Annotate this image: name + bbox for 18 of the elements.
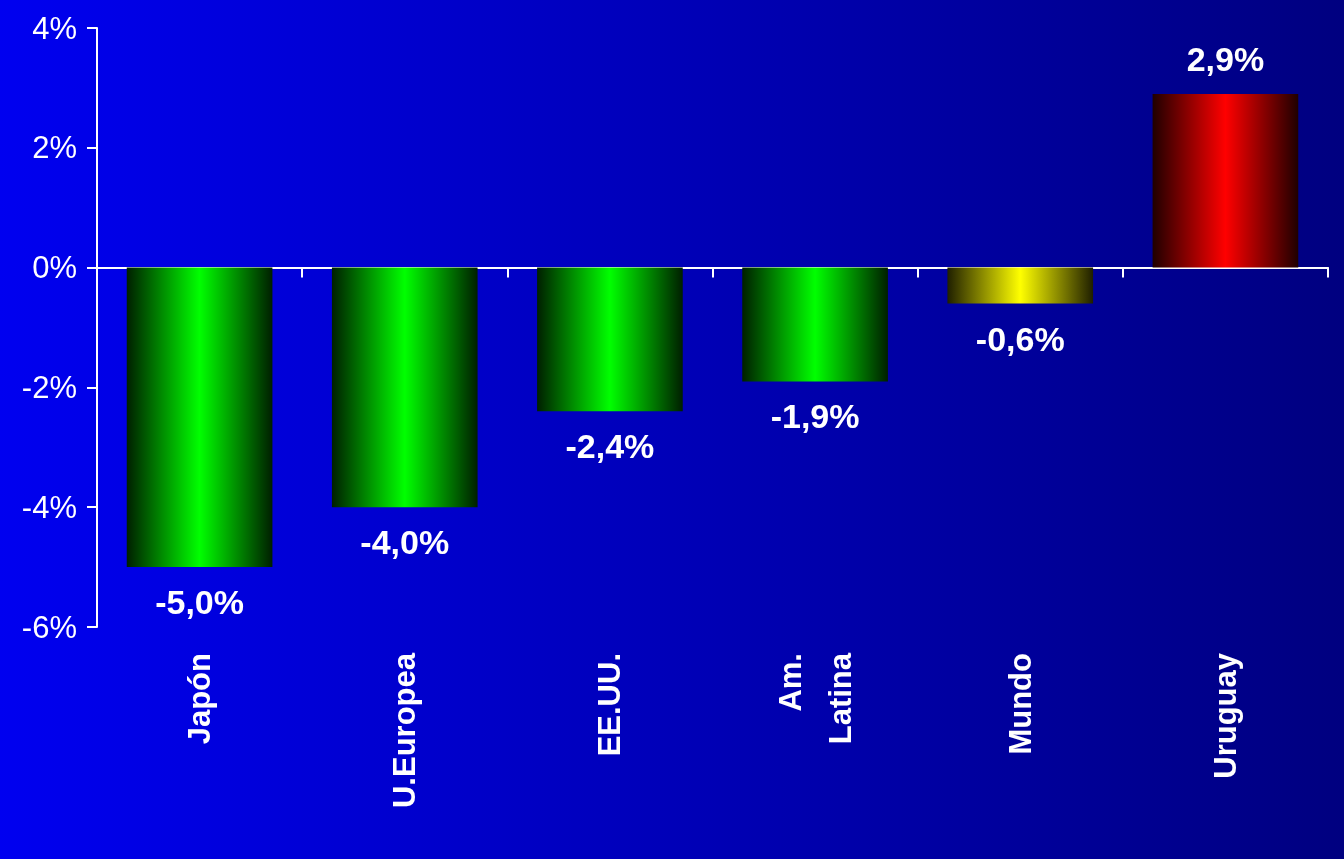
y-tick-label: 2%: [32, 130, 77, 166]
y-tick-label: 4%: [32, 10, 77, 46]
x-tick-label: Am. Latina: [772, 652, 858, 745]
x-tick-label: U.Europea: [387, 652, 423, 809]
x-tick-label: Mundo: [1002, 653, 1038, 755]
data-label: -5,0%: [155, 583, 244, 622]
y-tick-label: -4%: [21, 489, 77, 525]
data-label: -1,9%: [770, 397, 860, 436]
y-tick-label: 0%: [32, 250, 77, 286]
data-label: 2,9%: [1186, 39, 1265, 78]
y-tick-label: -6%: [21, 609, 77, 645]
data-label: -4,0%: [360, 523, 450, 562]
y-tick-label: -2%: [21, 369, 77, 405]
x-tick-label: Uruguay: [1207, 652, 1243, 779]
x-tick-label: EE.UU.: [592, 653, 628, 757]
x-tick-label: Japón: [182, 653, 218, 745]
data-label: -2,4%: [565, 427, 655, 466]
data-label: -0,6%: [975, 319, 1065, 358]
